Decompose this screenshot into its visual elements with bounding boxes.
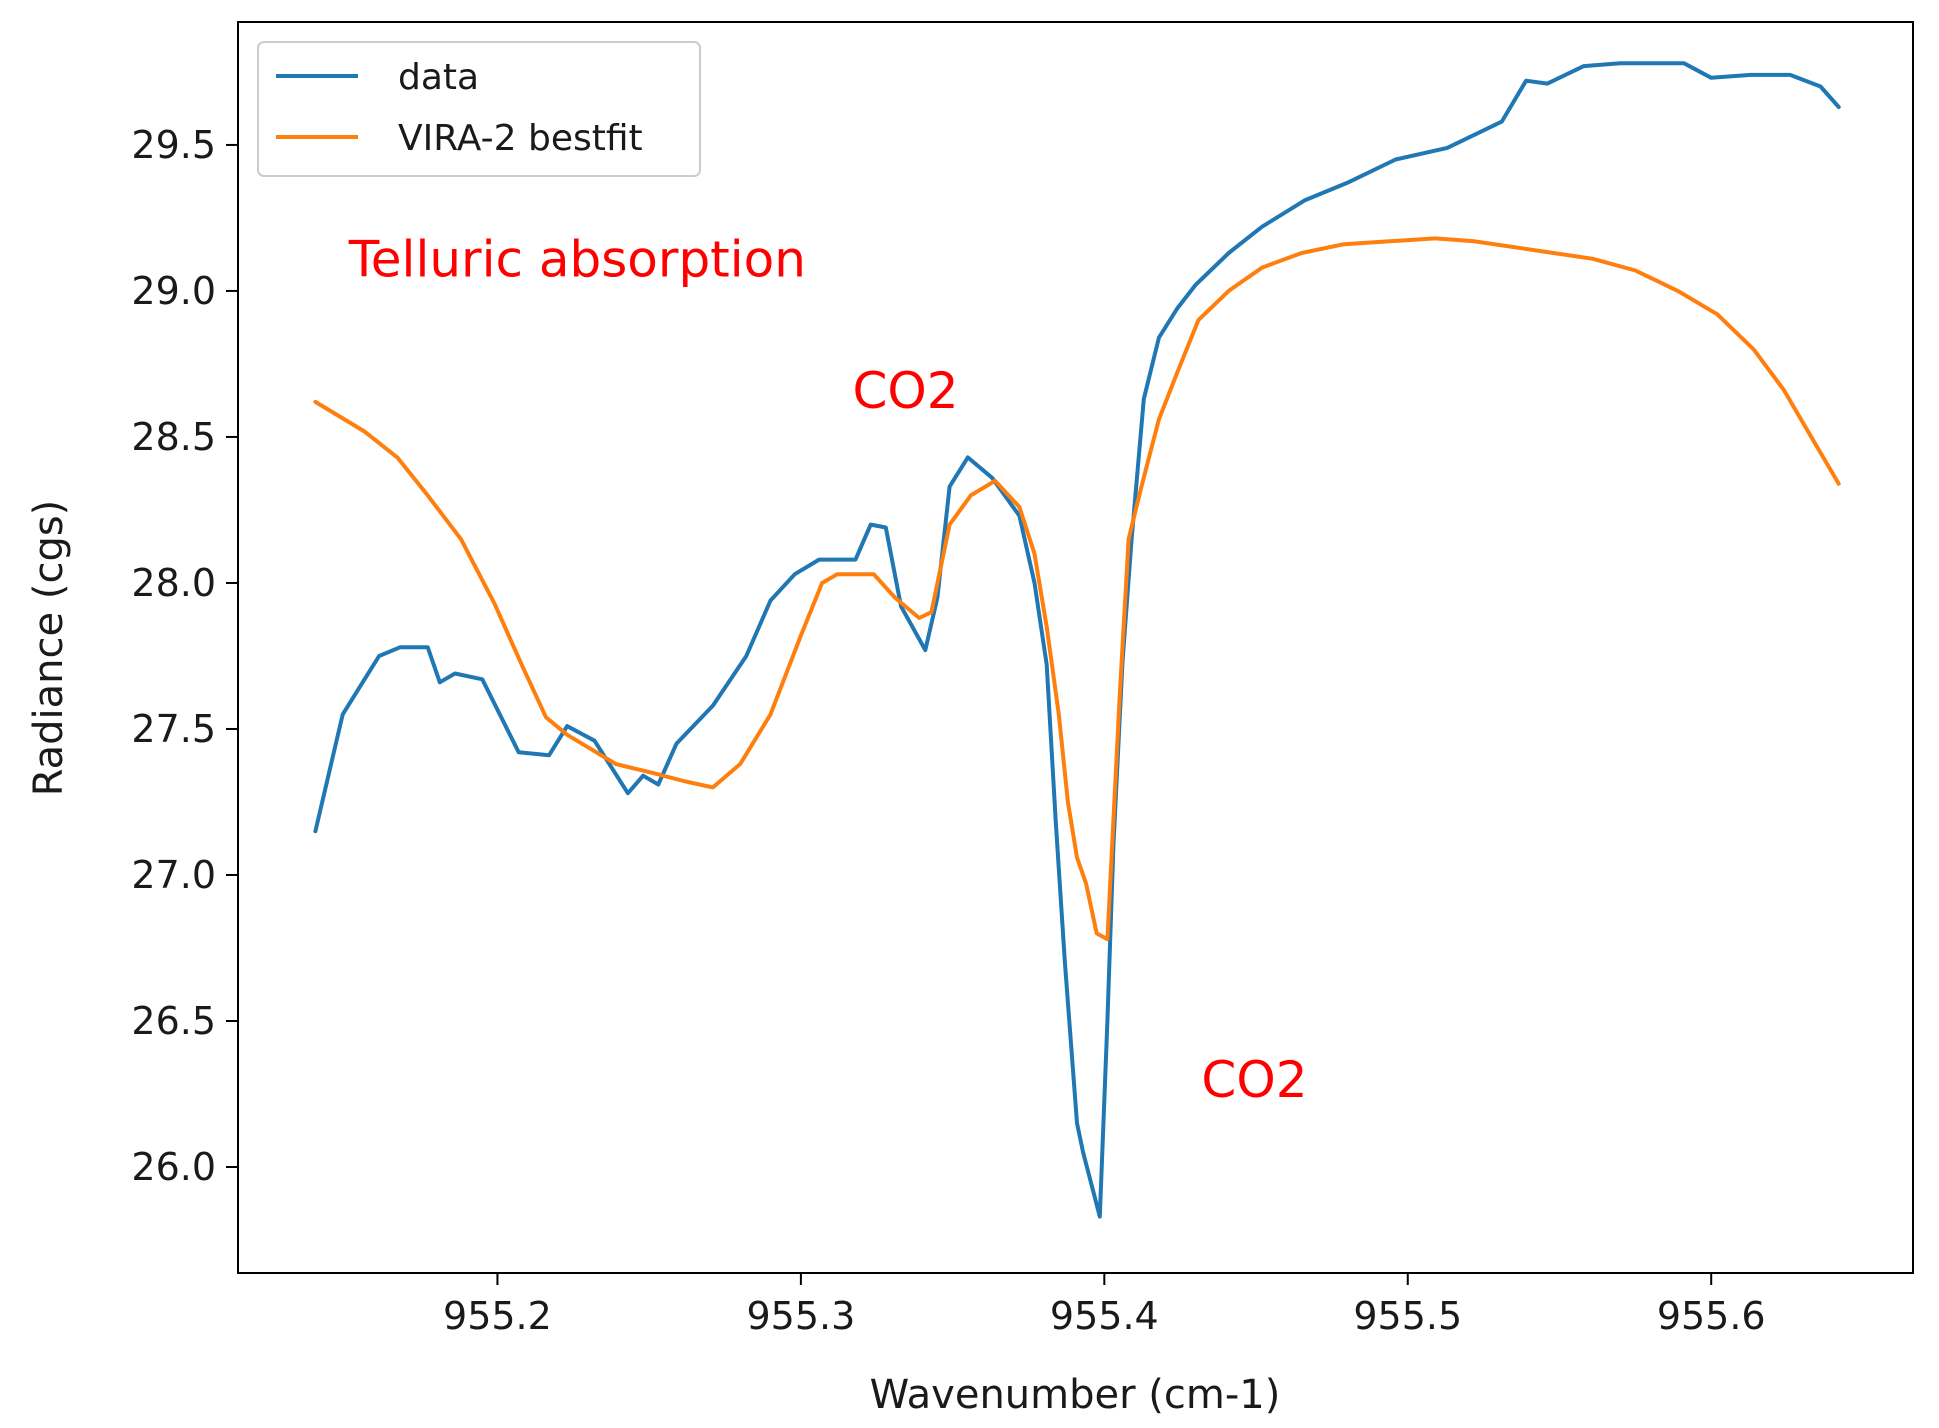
legend: data VIRA-2 bestfit [257,41,701,177]
series-layer [313,61,1841,1219]
x-tick-label: 955.4 [1050,1294,1159,1338]
plot-frame [237,21,1914,1274]
x-axis-label: Wavenumber (cm-1) [870,1372,1281,1418]
y-tick-label: 29.0 [131,269,216,313]
series-line-vira-2-bestfit [313,236,1841,942]
y-tick-label: 28.5 [131,415,216,459]
y-tick-label: 28.0 [131,561,216,605]
x-tick-label: 955.2 [443,1294,552,1338]
y-axis-label: Radiance (cgs) [26,500,72,797]
legend-label-data: data [398,57,479,98]
y-tick-label: 26.5 [131,999,216,1043]
series-line-data [313,61,1841,1219]
annotation-co2-upper: CO2 [852,362,958,420]
y-tick-label: 27.0 [131,853,216,897]
annotations: Telluric absorption CO2 CO2 [348,230,1308,1109]
x-tick-label: 955.6 [1657,1294,1766,1338]
annotation-co2-lower: CO2 [1201,1051,1307,1109]
y-axis: 26.0 26.5 27.0 27.5 28.0 28.5 29.0 29.5 [131,123,238,1189]
legend-box [257,41,701,177]
y-tick-label: 29.5 [131,123,216,167]
annotation-telluric-absorption: Telluric absorption [348,230,806,288]
legend-label-bestfit: VIRA-2 bestfit [398,118,643,159]
x-tick-label: 955.3 [746,1294,855,1338]
x-tick-label: 955.5 [1353,1294,1462,1338]
y-tick-label: 26.0 [131,1145,216,1189]
y-tick-label: 27.5 [131,707,216,751]
x-axis: 955.2 955.3 955.4 955.5 955.6 [443,1273,1766,1338]
plot-background [238,22,1913,1273]
